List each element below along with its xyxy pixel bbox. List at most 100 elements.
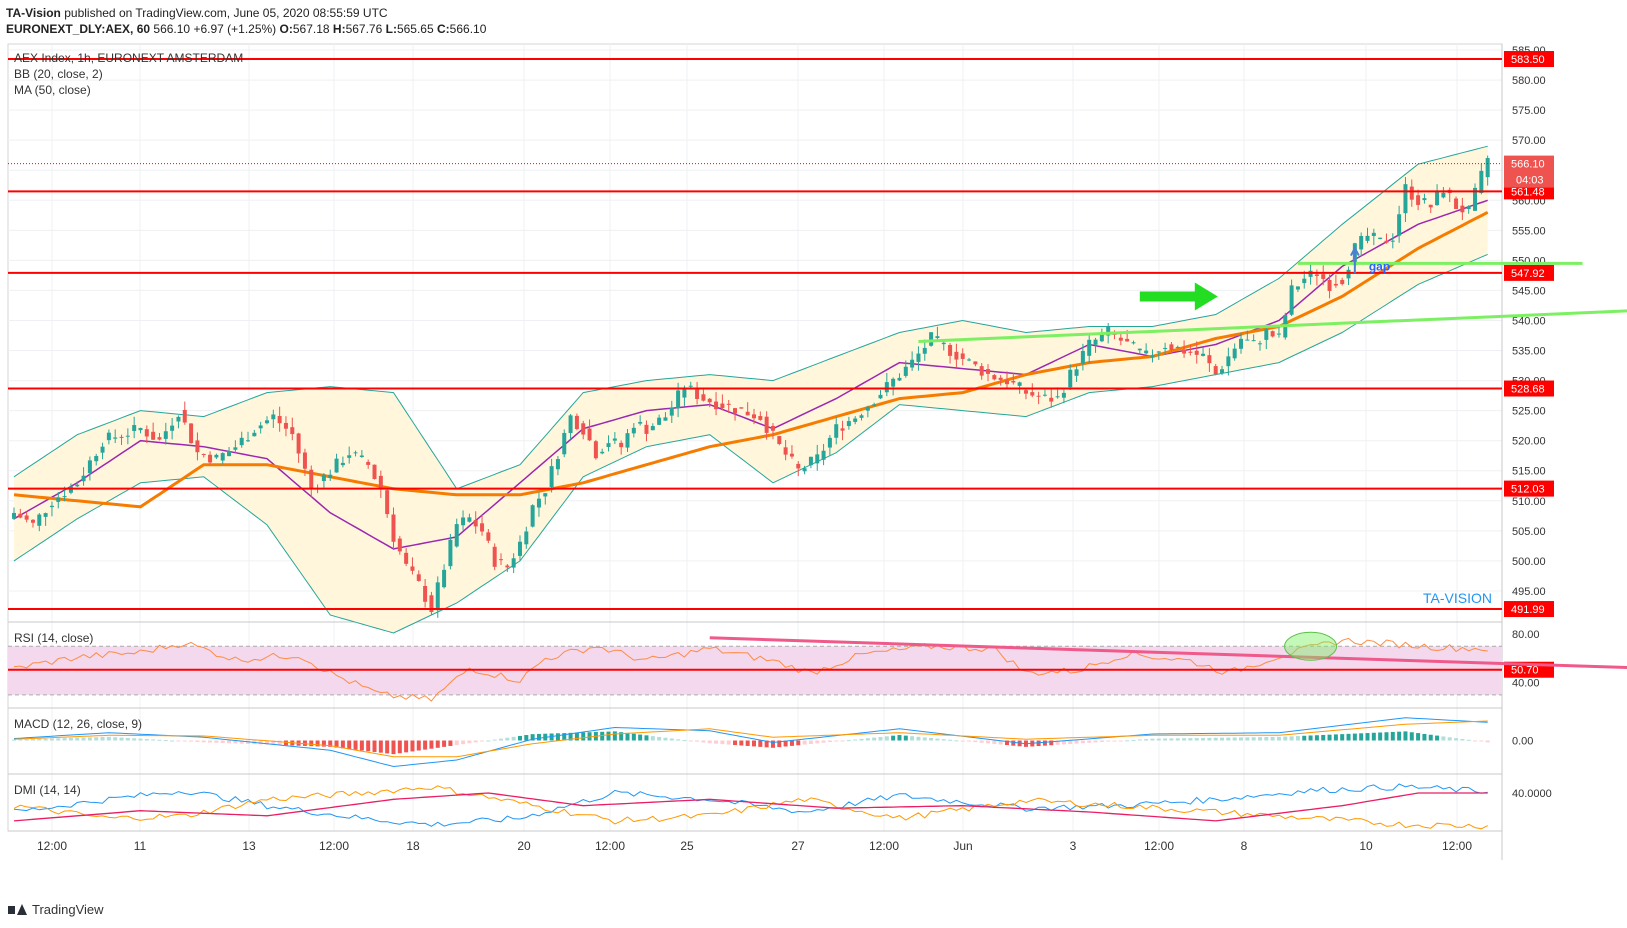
candle[interactable] bbox=[625, 433, 630, 448]
candle[interactable] bbox=[106, 432, 111, 441]
candle[interactable] bbox=[891, 378, 896, 387]
candle[interactable] bbox=[480, 523, 485, 532]
candle[interactable] bbox=[1232, 348, 1237, 359]
candle[interactable] bbox=[967, 359, 972, 361]
candle[interactable] bbox=[1118, 337, 1123, 341]
candle[interactable] bbox=[1182, 349, 1187, 354]
candle[interactable] bbox=[56, 497, 61, 502]
candle[interactable] bbox=[334, 458, 339, 473]
candle[interactable] bbox=[821, 450, 826, 460]
candle[interactable] bbox=[1314, 274, 1319, 276]
candle[interactable] bbox=[574, 415, 579, 430]
candle[interactable] bbox=[189, 423, 194, 444]
candle[interactable] bbox=[979, 366, 984, 376]
candle[interactable] bbox=[246, 440, 251, 442]
rsi-trend-line[interactable] bbox=[709, 636, 1627, 670]
candle[interactable] bbox=[37, 514, 42, 526]
candle[interactable] bbox=[87, 460, 92, 474]
candle[interactable] bbox=[903, 366, 908, 376]
candle[interactable] bbox=[922, 347, 927, 354]
candle[interactable] bbox=[808, 456, 813, 466]
candle[interactable] bbox=[461, 517, 466, 526]
candle[interactable] bbox=[530, 505, 535, 527]
candle[interactable] bbox=[1416, 195, 1421, 205]
candle[interactable] bbox=[423, 585, 428, 602]
symbol-label[interactable]: EURONEXT_DLY:AEX, 60 bbox=[6, 22, 151, 36]
candle[interactable] bbox=[872, 404, 877, 406]
candle[interactable] bbox=[49, 505, 54, 508]
candle[interactable] bbox=[404, 552, 409, 564]
candle[interactable] bbox=[378, 475, 383, 490]
candle[interactable] bbox=[1163, 347, 1168, 349]
candle[interactable] bbox=[1378, 237, 1383, 240]
candle[interactable] bbox=[897, 377, 902, 381]
candle[interactable] bbox=[568, 415, 573, 434]
candle[interactable] bbox=[619, 442, 624, 448]
candle[interactable] bbox=[176, 416, 181, 422]
candle[interactable] bbox=[739, 407, 744, 409]
candle[interactable] bbox=[366, 461, 371, 465]
candle[interactable] bbox=[714, 401, 719, 410]
candle[interactable] bbox=[353, 452, 358, 454]
candle[interactable] bbox=[499, 559, 504, 561]
candle[interactable] bbox=[429, 595, 434, 612]
candle[interactable] bbox=[125, 435, 130, 437]
candle[interactable] bbox=[1422, 198, 1427, 201]
candle[interactable] bbox=[998, 377, 1003, 380]
candle[interactable] bbox=[94, 456, 99, 462]
candle[interactable] bbox=[1144, 350, 1149, 354]
candle[interactable] bbox=[1397, 214, 1402, 236]
candle[interactable] bbox=[1175, 346, 1180, 348]
candle[interactable] bbox=[252, 432, 257, 437]
candle[interactable] bbox=[239, 437, 244, 446]
candle[interactable] bbox=[1188, 351, 1193, 353]
candle[interactable] bbox=[587, 428, 592, 441]
candle[interactable] bbox=[884, 382, 889, 393]
candle[interactable] bbox=[1346, 269, 1351, 279]
candle[interactable] bbox=[1333, 283, 1338, 286]
candle[interactable] bbox=[916, 353, 921, 362]
candle[interactable] bbox=[1264, 329, 1269, 340]
candle[interactable] bbox=[277, 416, 282, 424]
candle[interactable] bbox=[770, 425, 775, 431]
candle[interactable] bbox=[1441, 192, 1446, 198]
candle[interactable] bbox=[258, 425, 263, 429]
candle[interactable] bbox=[385, 490, 390, 515]
candle[interactable] bbox=[1049, 397, 1054, 402]
candle[interactable] bbox=[1036, 395, 1041, 397]
candle[interactable] bbox=[448, 539, 453, 567]
candle[interactable] bbox=[758, 416, 763, 420]
candle[interactable] bbox=[119, 436, 124, 438]
candle[interactable] bbox=[581, 423, 586, 435]
candle[interactable] bbox=[201, 453, 206, 455]
candle[interactable] bbox=[1384, 240, 1389, 243]
candle[interactable] bbox=[1087, 339, 1092, 356]
candle[interactable] bbox=[163, 431, 168, 439]
candle[interactable] bbox=[631, 427, 636, 434]
candle[interactable] bbox=[1257, 343, 1262, 345]
candle[interactable] bbox=[1428, 204, 1433, 208]
candle[interactable] bbox=[113, 437, 118, 439]
candle[interactable] bbox=[68, 486, 73, 493]
author-name[interactable]: TA-Vision bbox=[6, 6, 61, 20]
candle[interactable] bbox=[309, 469, 314, 489]
candle[interactable] bbox=[1201, 353, 1206, 356]
candle[interactable] bbox=[1365, 235, 1370, 241]
candle[interactable] bbox=[865, 406, 870, 411]
candle[interactable] bbox=[954, 351, 959, 360]
candle[interactable] bbox=[1106, 326, 1111, 336]
candle[interactable] bbox=[283, 422, 288, 429]
candle[interactable] bbox=[340, 462, 345, 466]
candle[interactable] bbox=[1359, 236, 1364, 250]
candle[interactable] bbox=[1390, 240, 1395, 242]
candle[interactable] bbox=[75, 484, 80, 487]
candle[interactable] bbox=[397, 538, 402, 552]
candle[interactable] bbox=[1131, 342, 1136, 344]
candle[interactable] bbox=[834, 424, 839, 438]
candle[interactable] bbox=[1004, 380, 1009, 385]
candle[interactable] bbox=[290, 427, 295, 435]
candle[interactable] bbox=[644, 424, 649, 434]
candle[interactable] bbox=[138, 427, 143, 431]
candle[interactable] bbox=[935, 336, 940, 339]
candle[interactable] bbox=[707, 398, 712, 403]
